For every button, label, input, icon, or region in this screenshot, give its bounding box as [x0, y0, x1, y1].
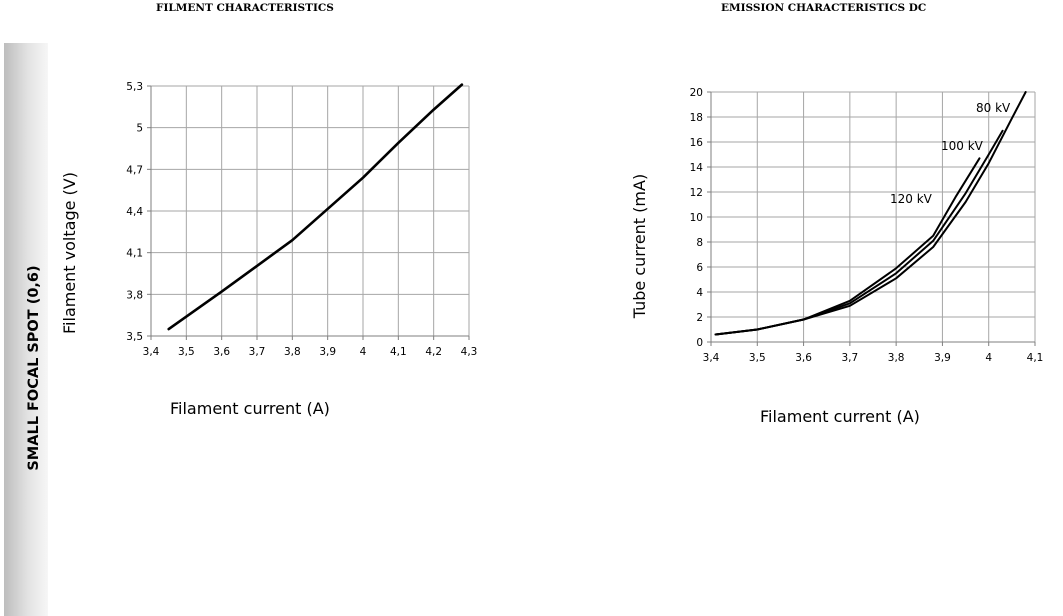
emission-x-tick-label: 3,4: [703, 352, 720, 364]
emission-series-80-kv: [714, 91, 1027, 336]
emission-x-tick-label: 3,5: [749, 352, 766, 364]
emission-y-tick-label: 12: [690, 187, 703, 199]
emission-x-tick-label: 3,6: [795, 352, 812, 364]
emission-y-tick-label: 20: [690, 87, 703, 99]
filament-y-axis-title: Filament voltage (V): [60, 172, 79, 334]
emission-y-tick-label: 2: [696, 312, 703, 324]
emission-y-tick-label: 16: [690, 137, 704, 149]
emission-series-label: 100 kV: [941, 139, 984, 153]
emission-y-tick-label: 6: [696, 262, 703, 274]
emission-series-label: 80 kV: [976, 101, 1011, 115]
filament-y-tick-label: 5,3: [126, 81, 143, 93]
filament-x-tick-label: 3,5: [178, 346, 195, 358]
filament-x-tick-label: 4,1: [390, 346, 407, 358]
emission-series-100-kv: [714, 129, 1004, 336]
emission-series-120-kv: [714, 157, 981, 336]
emission-y-tick-label: 4: [696, 287, 703, 299]
emission-x-tick-label: 4: [985, 352, 992, 364]
emission-y-axis-title: Tube current (mA): [630, 174, 649, 319]
filament-x-axis-title: Filament current (A): [170, 399, 330, 418]
filament-x-tick-label: 3,9: [319, 346, 336, 358]
emission-y-tick-label: 18: [690, 112, 703, 124]
filament-y-tick-label: 3,8: [126, 289, 143, 301]
emission-series-label: 120 kV: [890, 192, 933, 206]
filament-chart-title: FILMENT CHARACTERISTICS: [156, 2, 334, 14]
filament-y-tick-label: 5: [136, 123, 143, 135]
filament-x-tick-label: 4,2: [425, 346, 442, 358]
filament-chart: 3,4 3,5 3,6 3,7 3,8 3,9 4 4,1 4,2 4,33,53,84,14,4…: [60, 81, 478, 418]
emission-x-axis-title: Filament current (A): [760, 407, 920, 426]
emission-y-tick-label: 14: [690, 162, 704, 174]
filament-y-tick-label: 4,1: [126, 248, 143, 260]
filament-x-tick-label: 4,3: [461, 346, 478, 358]
filament-y-tick-label: 3,5: [126, 331, 143, 343]
emission-y-tick-label: 10: [690, 212, 703, 224]
emission-y-tick-label: 8: [696, 237, 703, 249]
filament-series-line: [167, 83, 464, 331]
filament-x-tick-label: 3,4: [143, 346, 160, 358]
sidebar-panel: SMALL FOCAL SPOT (0,6): [4, 43, 48, 616]
filament-y-tick-label: 4,4: [126, 206, 143, 218]
emission-x-tick-label: 3,7: [842, 352, 859, 364]
emission-x-tick-label: 3,9: [934, 352, 951, 364]
filament-x-tick-label: 4: [360, 346, 367, 358]
emission-y-tick-label: 0: [696, 337, 703, 349]
emission-x-tick-label: 3,8: [888, 352, 905, 364]
filament-x-tick-label: 3,6: [213, 346, 230, 358]
filament-x-tick-label: 3,7: [249, 346, 266, 358]
emission-x-tick-label: 4,1: [1027, 352, 1044, 364]
filament-x-tick-label: 3,8: [284, 346, 301, 358]
filament-y-tick-label: 4,7: [126, 164, 143, 176]
emission-chart-title: EMISSION CHARACTERISTICS DC: [721, 2, 927, 14]
